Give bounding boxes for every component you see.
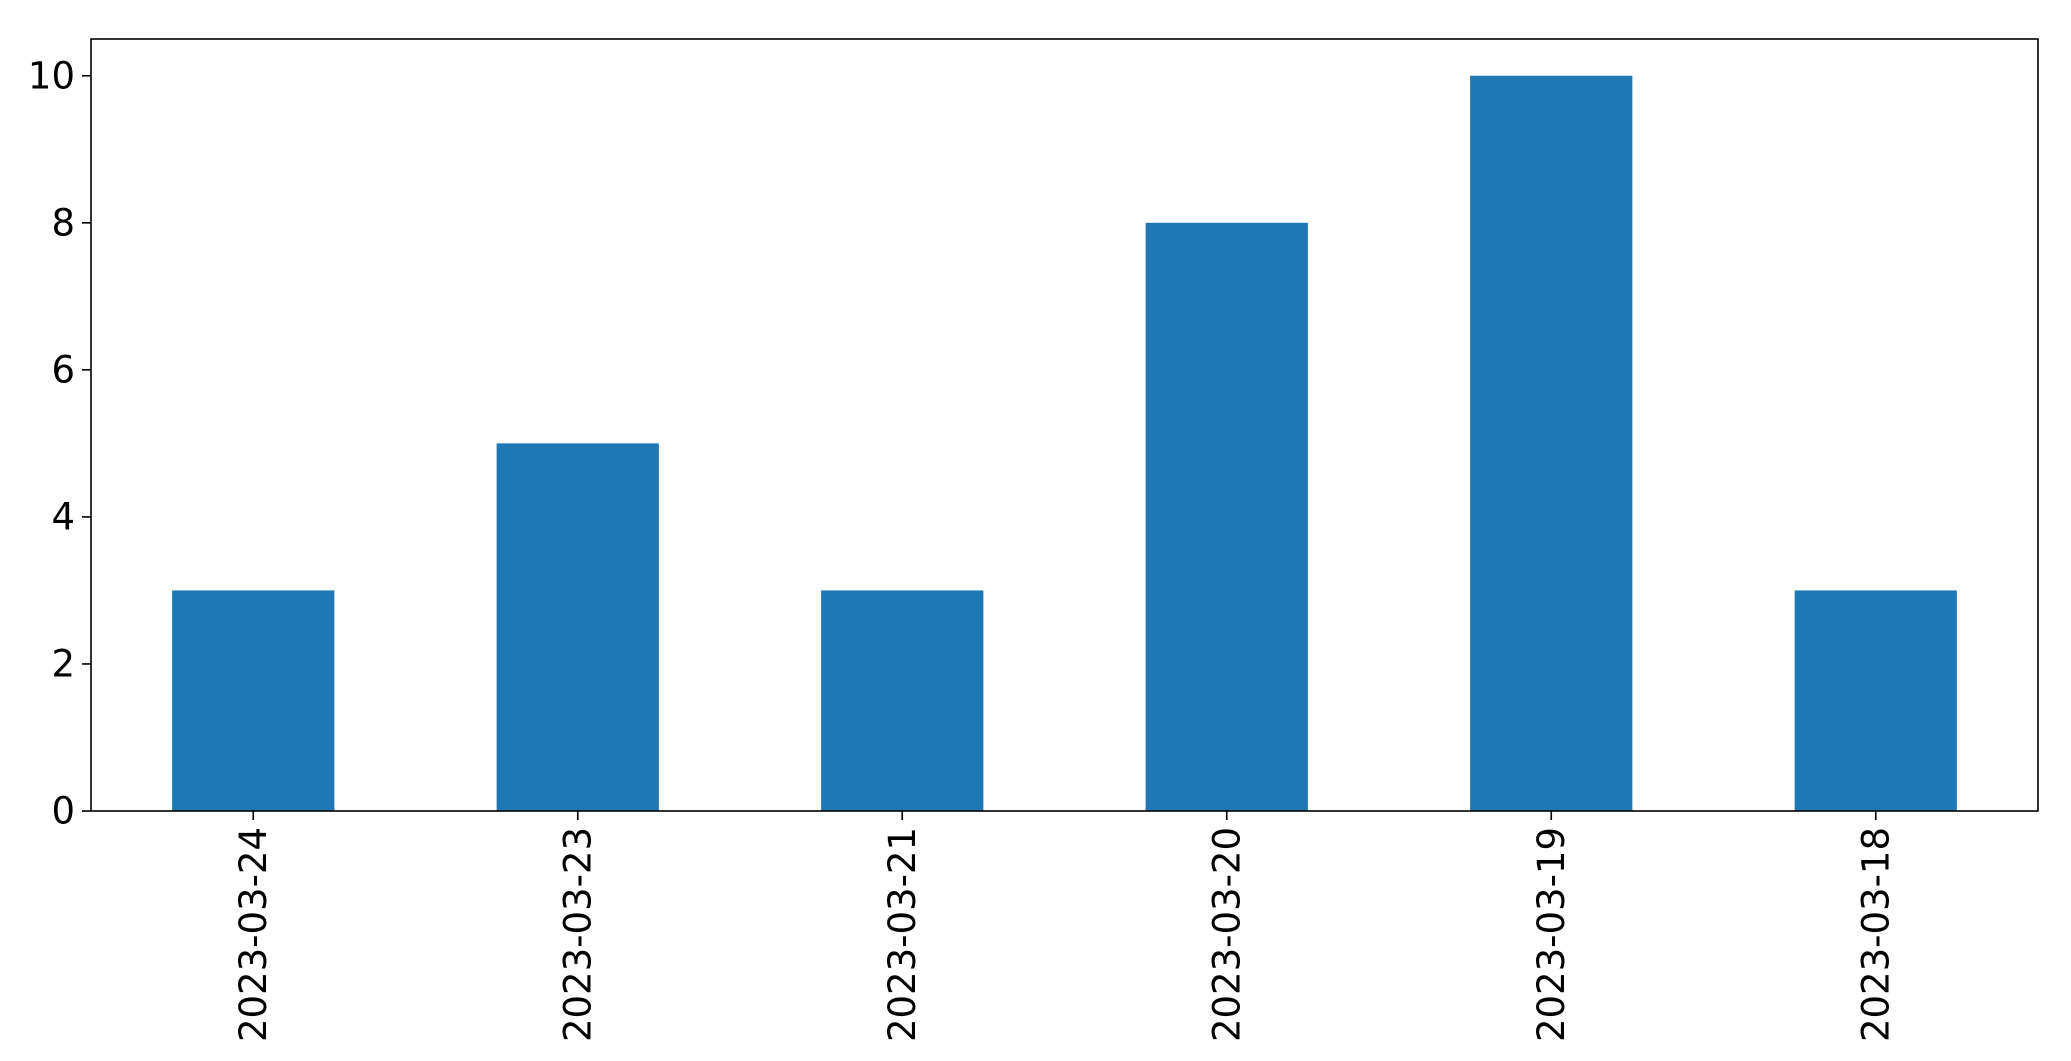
bars-layer: [172, 75, 1957, 812]
plot-area-frame: [90, 38, 2039, 812]
y-tick-label: 0: [51, 790, 75, 833]
x-tick-label: 2023-03-20: [1205, 827, 1248, 1042]
bar-2023-03-19: [1470, 75, 1633, 811]
bar-2023-03-23: [496, 443, 659, 811]
bar-2023-03-21: [821, 590, 984, 811]
x-tick-label: 2023-03-23: [556, 827, 599, 1042]
bar-2023-03-24: [172, 590, 335, 811]
bar-2023-03-18: [1794, 590, 1957, 811]
x-tick-label: 2023-03-24: [232, 827, 275, 1042]
x-tick-label: 2023-03-18: [1854, 827, 1897, 1042]
y-tick-label: 2: [51, 642, 75, 685]
y-tick-label: 6: [51, 348, 75, 391]
x-tick-label: 2023-03-21: [881, 827, 924, 1042]
x-axis-ticks: 2023-03-24 2023-03-23 2023-03-21 2023-03-20…: [232, 811, 1897, 1042]
x-tick-label: 2023-03-19: [1530, 827, 1573, 1042]
y-tick-label: 10: [28, 54, 75, 97]
y-tick-label: 8: [51, 201, 75, 244]
y-tick-label: 4: [51, 495, 75, 538]
y-axis-ticks: 0 2 4 6 8 10: [28, 54, 91, 833]
bar-2023-03-20: [1145, 222, 1308, 812]
